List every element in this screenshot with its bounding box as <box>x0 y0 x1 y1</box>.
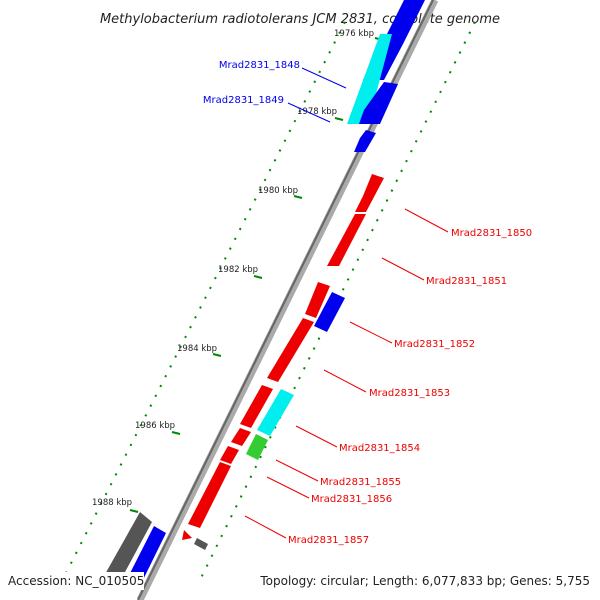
tick-label-1984: 1984 kbp <box>177 344 217 354</box>
label-mrad2831-1852[interactable]: Mrad2831_1852 <box>394 339 475 350</box>
tick-label-1978: 1978 kbp <box>297 107 337 117</box>
gene-mrad2831-1856[interactable] <box>220 446 239 464</box>
gene-mrad2831-1852[interactable] <box>314 292 345 332</box>
gene-grey-lower[interactable] <box>104 512 152 585</box>
gene-mrad2831-1857[interactable] <box>188 462 231 528</box>
footer-left-backing <box>6 572 144 590</box>
label-mrad2831-1857[interactable]: Mrad2831_1857 <box>288 535 369 546</box>
label-mrad2831-1855[interactable]: Mrad2831_1855 <box>320 477 401 488</box>
leader-lines-reverse <box>244 208 449 539</box>
gene-forward-top[interactable] <box>382 0 425 44</box>
label-mrad2831-1856[interactable]: Mrad2831_1856 <box>311 494 392 505</box>
gene-red-mid[interactable] <box>305 282 330 318</box>
summary-text: Topology: circular; Length: 6,077,833 bp… <box>259 574 590 588</box>
tick-label-1986: 1986 kbp <box>135 421 175 431</box>
leader-1848 <box>301 67 347 89</box>
gene-red-1855a[interactable] <box>231 428 251 446</box>
gene-mrad2831-1848[interactable] <box>347 34 392 124</box>
footer-right-backing <box>258 572 594 590</box>
outer-guide-ring <box>199 21 476 581</box>
label-mrad2831-1851[interactable]: Mrad2831_1851 <box>426 276 507 287</box>
gene-red-1854b[interactable] <box>240 385 273 428</box>
label-mrad2831-1850[interactable]: Mrad2831_1850 <box>451 228 532 239</box>
gene-mrad2831-1850[interactable] <box>355 174 384 212</box>
gene-forward-small[interactable] <box>354 130 376 152</box>
map-title: Methylobacterium radiotolerans JCM 2831,… <box>100 12 500 27</box>
gene-red-arrowhead <box>182 530 192 540</box>
gene-grey-small[interactable] <box>194 538 208 550</box>
label-mrad2831-1853[interactable]: Mrad2831_1853 <box>369 388 450 399</box>
tick-label-1976: 1976 kbp <box>334 29 374 39</box>
gene-mrad2831-1849[interactable] <box>359 82 398 124</box>
label-mrad2831-1849[interactable]: Mrad2831_1849 <box>203 95 284 106</box>
accession-text: Accession: NC_010505 <box>8 574 144 588</box>
label-mrad2831-1854[interactable]: Mrad2831_1854 <box>339 443 420 454</box>
gene-mrad2831-1854[interactable] <box>257 389 294 436</box>
tick-label-1980: 1980 kbp <box>258 186 298 196</box>
gene-mrad2831-1855[interactable] <box>246 434 268 460</box>
label-mrad2831-1848[interactable]: Mrad2831_1848 <box>219 60 300 71</box>
tick-label-1988: 1988 kbp <box>92 498 132 508</box>
gene-mrad2831-1851[interactable] <box>327 214 366 266</box>
gene-mrad2831-1853[interactable] <box>267 318 314 382</box>
leader-1849 <box>287 102 331 123</box>
tick-label-1982: 1982 kbp <box>218 265 258 275</box>
